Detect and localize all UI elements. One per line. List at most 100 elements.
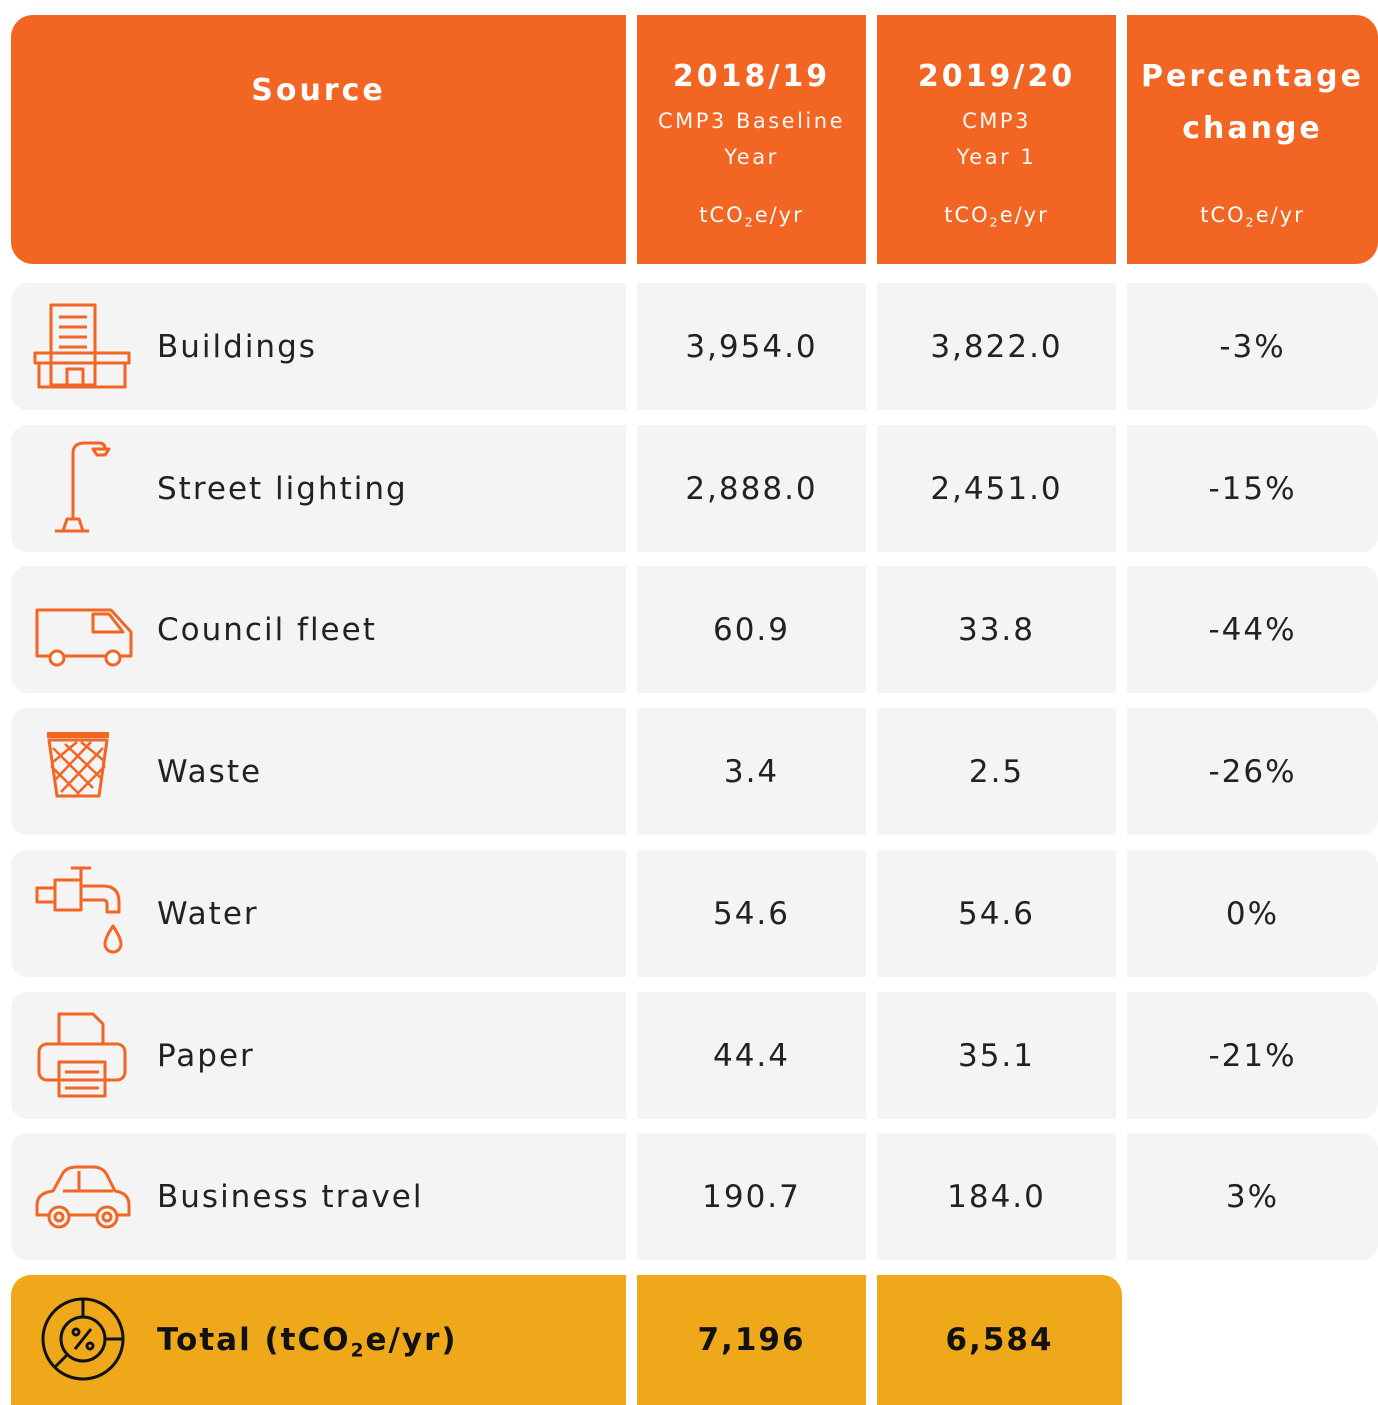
value-cell: 3% bbox=[1127, 1133, 1378, 1260]
total-value: 6,584 bbox=[945, 1322, 1054, 1358]
source-label: Waste bbox=[157, 753, 263, 790]
value-cell: -44% bbox=[1127, 566, 1378, 693]
source-icon bbox=[35, 608, 133, 667]
header-source: Source bbox=[11, 15, 626, 264]
value: 44.4 bbox=[712, 1037, 791, 1074]
value-cell: -3% bbox=[1127, 283, 1378, 410]
value-cell: 2,888.0 bbox=[637, 425, 866, 552]
value: 2.5 bbox=[968, 753, 1025, 790]
value: 35.1 bbox=[957, 1037, 1036, 1074]
value: -3% bbox=[1219, 328, 1286, 365]
source-label: Council fleet bbox=[157, 611, 377, 648]
value-cell: 33.8 bbox=[877, 566, 1116, 693]
value-cell: 2.5 bbox=[877, 708, 1116, 835]
source-icon bbox=[35, 1165, 131, 1229]
source-cell: Business travel bbox=[11, 1133, 626, 1260]
value: 184.0 bbox=[947, 1178, 1046, 1215]
unit: tCO2e/yr bbox=[944, 203, 1049, 230]
unit-part: 2 bbox=[1245, 214, 1256, 230]
value-cell: 184.0 bbox=[877, 1133, 1116, 1260]
source-cell: Council fleet bbox=[11, 566, 626, 693]
value-cell: -15% bbox=[1127, 425, 1378, 552]
source-label: Street lighting bbox=[157, 470, 408, 507]
header-unit: tCO2e/yr bbox=[944, 203, 1049, 230]
source-label: Buildings bbox=[157, 328, 317, 365]
value-cell: 3.4 bbox=[637, 708, 866, 835]
value: 33.8 bbox=[957, 611, 1036, 648]
source-cell: Water bbox=[11, 850, 626, 977]
source-cell: Buildings bbox=[11, 283, 626, 410]
header-subtitle: CMP3 Baseline bbox=[657, 109, 846, 133]
value: 190.7 bbox=[702, 1178, 801, 1215]
unit-part: 2 bbox=[744, 214, 755, 230]
value-cell: 3,954.0 bbox=[637, 283, 866, 410]
value-cell: 54.6 bbox=[637, 850, 866, 977]
value: 60.9 bbox=[712, 611, 791, 648]
value: 3,954.0 bbox=[685, 328, 818, 365]
total-label: Total (tCO2e/yr) bbox=[157, 1275, 458, 1405]
source-icon bbox=[35, 866, 123, 954]
unit-part: tCO bbox=[699, 203, 745, 227]
source-label: Water bbox=[157, 895, 259, 932]
header-unit: tCO2e/yr bbox=[1200, 203, 1305, 230]
header-title: Percentage bbox=[1140, 59, 1365, 94]
total-label-text: Total (tCO2e/yr) bbox=[157, 1322, 458, 1360]
unit: tCO2e/yr bbox=[699, 203, 804, 230]
value: -15% bbox=[1208, 470, 1297, 507]
header-column: 2019/20 CMP3 Year 1 tCO2e/yr bbox=[877, 15, 1116, 264]
unit-part: e/yr bbox=[1255, 203, 1305, 227]
value-cell: 190.7 bbox=[637, 1133, 866, 1260]
value-cell: -26% bbox=[1127, 708, 1378, 835]
header-subtitle: Year 1 bbox=[956, 145, 1037, 169]
value: -44% bbox=[1208, 611, 1297, 648]
unit-part: e/yr bbox=[999, 203, 1049, 227]
value: 3.4 bbox=[723, 753, 780, 790]
value-cell: 60.9 bbox=[637, 566, 866, 693]
header-title: 2019/20 bbox=[917, 59, 1076, 94]
source-cell: Paper bbox=[11, 992, 626, 1119]
header-title: change bbox=[1182, 111, 1323, 146]
source-label: Paper bbox=[157, 1037, 255, 1074]
total-value-cell: 6,584 bbox=[877, 1275, 1122, 1405]
unit-part: tCO bbox=[944, 203, 990, 227]
total-label-text-part: 2 bbox=[350, 1340, 366, 1362]
source-cell: Waste bbox=[11, 708, 626, 835]
value-cell: 44.4 bbox=[637, 992, 866, 1119]
header-column: Percentage change tCO2e/yr bbox=[1127, 15, 1378, 264]
value: -21% bbox=[1208, 1037, 1297, 1074]
value: 3,822.0 bbox=[930, 328, 1063, 365]
value-cell: 54.6 bbox=[877, 850, 1116, 977]
source-icon bbox=[37, 1012, 127, 1098]
total-value-cell: 7,196 bbox=[637, 1275, 866, 1405]
total-value: 7,196 bbox=[697, 1322, 806, 1358]
header-title: 2018/19 bbox=[672, 59, 831, 94]
source-cell: Street lighting bbox=[11, 425, 626, 552]
source-icon bbox=[47, 732, 109, 798]
unit: tCO2e/yr bbox=[1200, 203, 1305, 230]
total-icon bbox=[41, 1297, 125, 1381]
value-cell: 35.1 bbox=[877, 992, 1116, 1119]
total-label-text-part: Total (tCO bbox=[157, 1322, 351, 1358]
header-subtitle: Year bbox=[724, 145, 779, 169]
value: 0% bbox=[1225, 895, 1280, 932]
source-icon bbox=[55, 441, 111, 533]
value-cell: 3,822.0 bbox=[877, 283, 1116, 410]
header-column: 2018/19 CMP3 Baseline Year tCO2e/yr bbox=[637, 15, 866, 264]
total-label-text-part: e/yr) bbox=[365, 1322, 458, 1358]
value-cell: 0% bbox=[1127, 850, 1378, 977]
value-cell: -21% bbox=[1127, 992, 1378, 1119]
header-unit: tCO2e/yr bbox=[699, 203, 804, 230]
value: 54.6 bbox=[712, 895, 791, 932]
value: 54.6 bbox=[957, 895, 1036, 932]
source-icon bbox=[33, 303, 131, 389]
unit-part: tCO bbox=[1200, 203, 1246, 227]
value: -26% bbox=[1208, 753, 1297, 790]
source-label: Business travel bbox=[157, 1178, 424, 1215]
value: 2,888.0 bbox=[685, 470, 818, 507]
header-title: Source bbox=[251, 73, 386, 108]
value: 3% bbox=[1225, 1178, 1280, 1215]
unit-part: 2 bbox=[989, 214, 1000, 230]
total-label-cell: Total (tCO2e/yr) bbox=[11, 1275, 626, 1405]
value: 2,451.0 bbox=[930, 470, 1063, 507]
